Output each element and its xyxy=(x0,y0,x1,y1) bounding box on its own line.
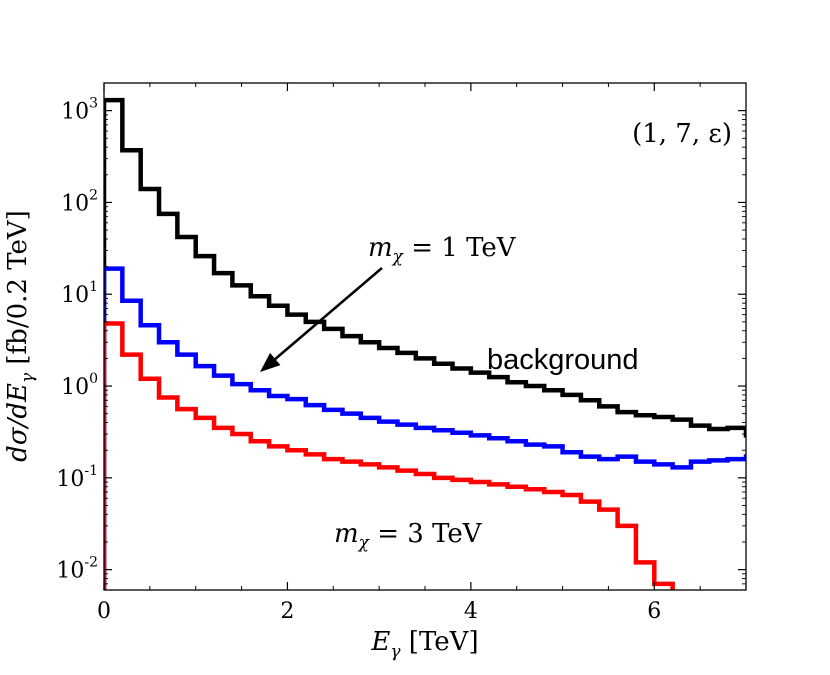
y-tick-label-0: 10-2 xyxy=(56,555,98,584)
x-axis-e: E xyxy=(370,627,390,657)
arrow-shaft xyxy=(271,267,383,363)
series-0-step xyxy=(104,97,746,590)
sig1-rest: = 1 TeV xyxy=(403,233,517,263)
background-label: background xyxy=(487,344,639,376)
signal-1tev-label: mχ = 1 TeV xyxy=(368,233,517,267)
x-tick-label-0: 0 xyxy=(97,599,111,624)
x-axis-gamma: γ xyxy=(390,642,401,662)
sig3-m: m xyxy=(334,519,359,549)
params-label: (1, 7, ε) xyxy=(632,119,732,149)
plot-frame xyxy=(103,82,747,591)
y-tick-label-4: 102 xyxy=(61,187,98,216)
series-1-step xyxy=(104,266,746,590)
y-tick-label-2: 100 xyxy=(61,371,98,400)
y-tick-label-1: 10-1 xyxy=(56,463,98,492)
annotation-arrow xyxy=(260,267,383,372)
x-tick-label-1: 2 xyxy=(280,599,294,624)
y-axis-unit: [fb/0.2 TeV] xyxy=(3,210,33,373)
y-axis-label: dσ/dEγ [fb/0.2 TeV] xyxy=(3,210,38,462)
y-axis-gamma: γ xyxy=(18,372,38,383)
series-layer xyxy=(104,97,746,590)
sig1-m: m xyxy=(368,233,393,263)
sig3-chi: χ xyxy=(358,533,371,553)
tick-layer: 0 2 4 6 10-2 10-1 100 101 102 103 xyxy=(56,82,747,624)
x-axis-label: Eγ [TeV] xyxy=(370,627,478,662)
x-tick-label-3: 6 xyxy=(647,599,661,624)
y-tick-label-5: 103 xyxy=(61,96,98,125)
sig1-chi: χ xyxy=(392,247,405,267)
sig3-rest: = 3 TeV xyxy=(369,519,483,549)
x-tick-label-2: 4 xyxy=(464,599,478,624)
y-tick-label-3: 101 xyxy=(61,279,98,308)
x-axis-unit: [TeV] xyxy=(401,627,479,657)
y-axis-dsigma: dσ/dE xyxy=(3,383,33,462)
arrow-head xyxy=(260,352,281,372)
signal-3tev-label: mχ = 3 TeV xyxy=(334,519,483,553)
series-2-step xyxy=(104,321,675,590)
